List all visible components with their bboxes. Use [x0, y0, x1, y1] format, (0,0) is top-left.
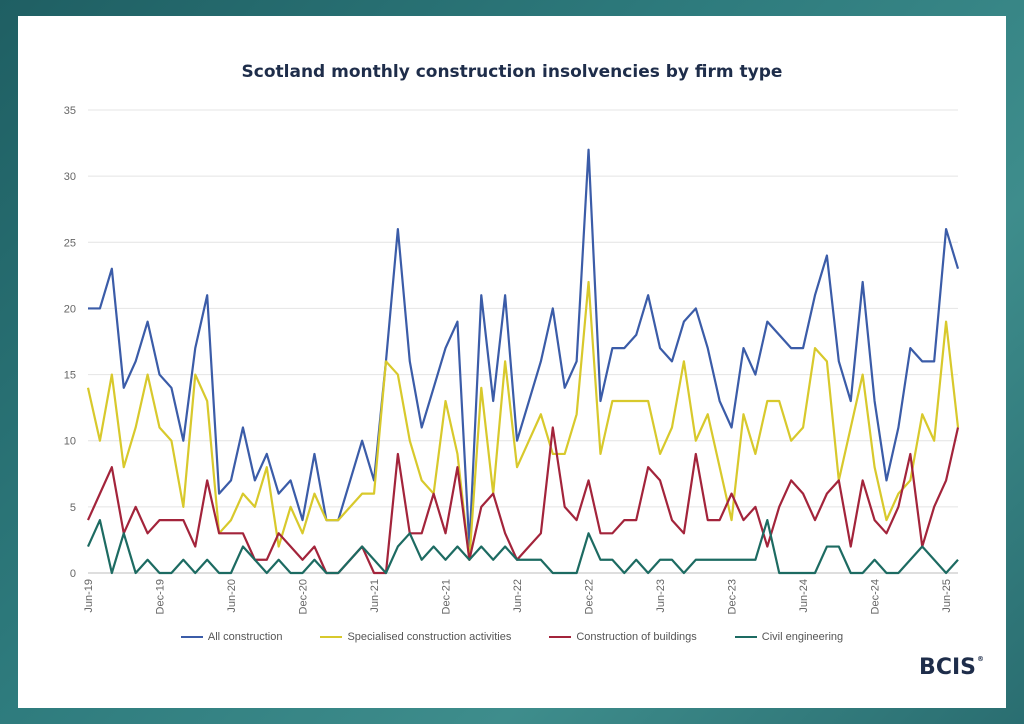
legend-swatch	[320, 636, 343, 638]
legend-swatch	[734, 636, 757, 638]
legend-label: All construction	[207, 631, 283, 643]
series-line-3	[86, 426, 960, 575]
series-line-1	[88, 148, 960, 548]
x-tick-label: Dec-24	[870, 579, 882, 614]
legend-swatch	[549, 636, 572, 638]
x-tick-label: Jun-19	[83, 579, 95, 613]
x-tick-label: Jun-22	[512, 579, 524, 613]
x-tick-label: Dec-21	[441, 579, 453, 614]
legend-swatch	[180, 636, 203, 638]
y-tick-label: 0	[70, 568, 76, 580]
y-tick-label: 15	[64, 370, 76, 382]
chart-card: Scotland monthly construction insolvenci…	[18, 16, 1006, 708]
x-tick-label: Jun-25	[941, 579, 953, 613]
legend-label: Civil engineering	[761, 631, 844, 643]
logo-text: BCIS	[919, 655, 976, 680]
legend-item-4: Civil engineering	[734, 631, 844, 643]
x-tick-label: Jun-21	[369, 579, 381, 613]
y-tick-label: 10	[64, 436, 76, 448]
registered-mark: ®	[977, 655, 984, 663]
y-tick-label: 30	[64, 171, 76, 183]
line-chart: 0 5 10 15 20 25 30 35 Jun-19 Dec-19 Jun-20 Dec-20 J…	[64, 105, 960, 614]
x-tick-label: Jun-24	[798, 579, 810, 613]
series-line-4	[86, 518, 959, 575]
x-tick-label: Dec-19	[155, 579, 167, 614]
y-tick-label: 20	[64, 303, 76, 315]
x-tick-label: Dec-23	[727, 579, 739, 614]
legend-item-1: All construction	[180, 631, 283, 643]
x-tick-label: Dec-22	[584, 579, 596, 614]
legend-item-2: Specialised construction activities	[320, 631, 511, 643]
series-line-2	[86, 280, 960, 561]
legend-label: Construction of buildings	[576, 631, 697, 643]
x-tick-label: Jun-23	[655, 579, 667, 613]
y-tick-label: 5	[70, 502, 76, 514]
chart-title: Scotland monthly construction insolvenci…	[241, 62, 783, 82]
legend-item-3: Construction of buildings	[549, 631, 697, 643]
bcis-logo: BCIS®	[919, 655, 984, 680]
legend-label: Specialised construction activities	[347, 631, 512, 643]
x-tick-label: Jun-20	[226, 579, 238, 613]
chart-legend: All construction Specialised construction…	[18, 631, 1006, 643]
x-tick-label: Dec-20	[298, 579, 310, 614]
y-tick-label: 25	[64, 237, 76, 249]
y-tick-label: 35	[64, 105, 76, 117]
